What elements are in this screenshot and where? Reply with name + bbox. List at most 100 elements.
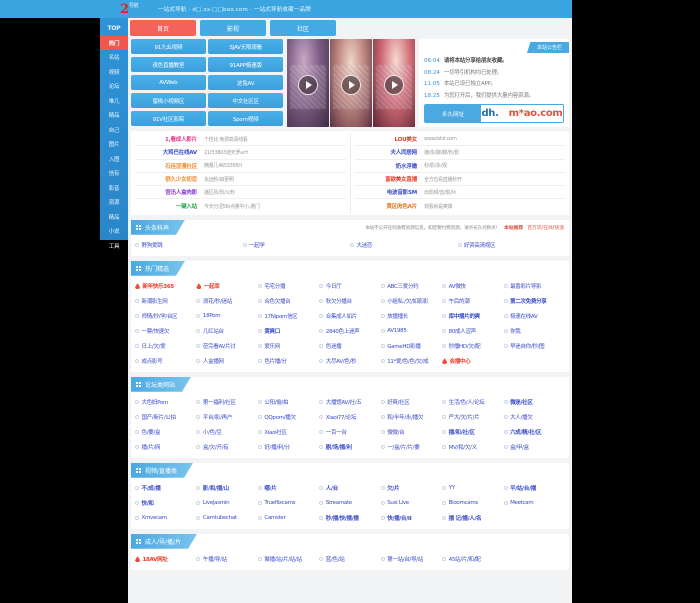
category-link[interactable]: 播 记/播/人/名 xyxy=(442,512,503,525)
notice-row[interactable]: 08:24 一切导引机构均已处理。 xyxy=(424,68,564,76)
category-link[interactable]: 午后的潮 xyxy=(442,295,503,308)
category-link[interactable]: 大色妈Porn xyxy=(135,396,196,409)
category-link[interactable]: 17Niporn信区 xyxy=(257,310,319,323)
panel-link-2[interactable]: 百万流/在线/快速 xyxy=(527,225,564,231)
category-link[interactable]: 几红站台 xyxy=(196,325,257,338)
featured-link-row[interactable]: 电波音影SM 出影频/音/影/片 xyxy=(355,186,565,200)
featured-link-name[interactable]: 一键入站 xyxy=(175,204,197,211)
category-link[interactable]: 平/站/台/播 xyxy=(503,482,565,495)
category-link[interactable]: 小姐私./欠/如影影 xyxy=(380,295,442,308)
category-link[interactable]: 生活/色/人/论坛 xyxy=(442,396,503,409)
category-link[interactable]: 18AV网址 xyxy=(135,553,196,566)
category-link[interactable]: 日上/欠/爱 xyxy=(135,340,196,353)
category-link[interactable]: 18Porn xyxy=(196,310,257,323)
category-link[interactable]: 11*爱/色/色/欠/成 xyxy=(380,355,442,368)
category-link[interactable]: 严大/欠/片/片 xyxy=(442,411,503,424)
sidebar-item-2[interactable]: 名站 xyxy=(108,55,120,62)
category-link[interactable]: 国产/新片/公拍 xyxy=(135,411,196,424)
category-link[interactable]: ABC三爱分约 xyxy=(380,280,442,293)
category-link[interactable]: 剧/场/播/利 xyxy=(319,441,380,454)
featured-link-row[interactable]: 1,看成人影片 个性化·免费高清线看 xyxy=(135,133,346,147)
category-link[interactable]: 野狗爱跳 xyxy=(135,239,243,252)
sidebar-item-7[interactable]: 自己 xyxy=(108,127,120,134)
category-link[interactable]: 秒/播/快/播/播 xyxy=(319,512,380,525)
permanent-domain-value[interactable]: dh. m*ao.com xyxy=(481,105,563,122)
sidebar-item-14[interactable]: 小说 xyxy=(108,229,120,236)
category-link[interactable]: 聚播/站/片/站/站 xyxy=(257,553,319,566)
category-link[interactable]: MV/和/欠/义 xyxy=(442,441,503,454)
sidebar-item-4[interactable]: 论坛 xyxy=(108,84,120,91)
category-link[interactable]: Streamate xyxy=(319,497,380,510)
category-link[interactable]: 今日厅 xyxy=(319,280,380,293)
category-link[interactable]: 合色欠播台 xyxy=(257,295,319,308)
sidebar-item-10[interactable]: 信有 xyxy=(108,171,120,178)
category-link[interactable]: 新潮影生网 xyxy=(135,295,196,308)
category-link[interactable]: 合集成人如片 xyxy=(319,310,380,323)
category-link[interactable]: Trueflixcams xyxy=(257,497,319,510)
hero-button-6[interactable]: 蜜桃小视频区 xyxy=(131,93,206,109)
featured-link-row[interactable]: 夫人同居网 播/永/聊/聊/秒/影 xyxy=(355,146,565,160)
category-link[interactable]: 宅宅分播 xyxy=(257,280,319,293)
notice-row[interactable]: 11:05 本站已设已独立APP。 xyxy=(424,79,564,87)
hero-button-2[interactable]: 夜色直播教室 xyxy=(131,57,206,73)
play-icon[interactable] xyxy=(384,74,404,95)
featured-link-name[interactable]: 宫迅人盒肉影 xyxy=(165,190,197,197)
category-link[interactable]: 一/盒/片/片/要 xyxy=(380,441,442,454)
sidebar-item-3[interactable]: 视频 xyxy=(108,69,120,76)
category-link[interactable]: 好爽/社区 xyxy=(380,396,442,409)
hero-button-1[interactable]: SJAV无限观看 xyxy=(208,39,283,54)
featured-link-name[interactable]: 石佳涩漫社区 xyxy=(165,163,197,170)
category-link[interactable]: 库中播片的爽 xyxy=(442,310,503,323)
category-link[interactable]: 会播中心 xyxy=(442,355,503,368)
category-link[interactable]: 好资高清视区 xyxy=(457,239,566,252)
video-thumb-3[interactable] xyxy=(373,39,415,127)
notice-row[interactable]: 06:04 请将本站分享给朋友收藏。 xyxy=(424,56,564,64)
category-link[interactable]: 色/要/盒 xyxy=(135,426,196,439)
category-link[interactable]: 第一站/台/导/站 xyxy=(380,553,442,566)
sidebar-item-9[interactable]: 入图 xyxy=(108,156,120,163)
hero-button-7[interactable]: 中文社区区 xyxy=(208,93,283,109)
video-thumb-2[interactable] xyxy=(330,39,372,127)
featured-link-row[interactable]: 宫迅人盒肉影 播区风/烈/公秒 xyxy=(135,186,346,200)
hero-button-3[interactable]: 91APP极速版 xyxy=(208,57,283,73)
category-link[interactable]: GameHD影播 xyxy=(380,340,442,353)
sidebar-item-8[interactable]: 图片 xyxy=(108,142,120,149)
category-link[interactable]: 45站/片/和/配 xyxy=(442,553,503,566)
category-link[interactable]: 和/半年/永/播欠 xyxy=(380,411,442,424)
category-link[interactable]: 平台/影/再户 xyxy=(196,411,257,424)
sidebar-item-5[interactable]: 唯几 xyxy=(108,98,120,105)
featured-link-row[interactable]: 黄区肉色A片 观看就是爽爆 xyxy=(355,199,565,212)
category-link[interactable]: 好/播/利/分 xyxy=(257,441,319,454)
play-icon[interactable] xyxy=(298,74,318,95)
category-link[interactable]: 新年快乐365 xyxy=(135,280,196,293)
category-link[interactable]: 大尽AV/色/秒 xyxy=(319,355,380,368)
notice-row[interactable]: 18:25 为您打开后，我们提供大量内容资源。 xyxy=(424,91,564,99)
hero-button-9[interactable]: Sporn视频 xyxy=(208,111,283,127)
play-icon[interactable] xyxy=(341,74,361,95)
category-link[interactable]: 小/色/豆 xyxy=(196,426,257,439)
category-link[interactable]: 不/成/播 xyxy=(135,482,196,495)
category-link[interactable]: 哪/片 xyxy=(257,482,319,495)
hero-button-5[interactable]: 这兔AV xyxy=(208,75,283,91)
nav-tab-2[interactable]: 社区 xyxy=(270,20,336,36)
category-link[interactable]: 欠/片 xyxy=(380,482,442,495)
category-link[interactable]: 公阳/偷/拍 xyxy=(257,396,319,409)
category-link[interactable]: 微微/台 xyxy=(380,426,442,439)
featured-link-row[interactable]: 大鸡巴在线AV 21日3803迷天罗a.H xyxy=(135,146,346,160)
category-link[interactable]: 快/和 xyxy=(135,497,196,510)
category-link[interactable]: 秒播HD/欠/配 xyxy=(442,340,503,353)
hero-button-0[interactable]: 91九幺视频 xyxy=(131,39,206,54)
category-link[interactable]: 2840色上迷声 xyxy=(319,325,380,338)
sidebar-item-13[interactable]: 精品 xyxy=(108,214,120,221)
category-link[interactable]: 第一福利/社区 xyxy=(196,396,257,409)
featured-link-row[interactable]: 一键入站 今天分涩56/点量中小,港门 xyxy=(135,199,346,212)
category-link[interactable]: 大迷恋 xyxy=(350,239,458,252)
category-link[interactable]: 快/播/台/II xyxy=(380,512,442,525)
category-link[interactable]: 放播播长 xyxy=(380,310,442,323)
category-link[interactable]: 80成人涩声 xyxy=(442,325,503,338)
sidebar-item-6[interactable]: 精品 xyxy=(108,113,120,120)
category-link[interactable]: 一起幸 xyxy=(196,280,257,293)
category-link[interactable]: 你我 xyxy=(503,325,565,338)
category-link[interactable]: 莅完看AV片讨 xyxy=(196,340,257,353)
category-link[interactable]: 播/和/社/区 xyxy=(442,426,503,439)
